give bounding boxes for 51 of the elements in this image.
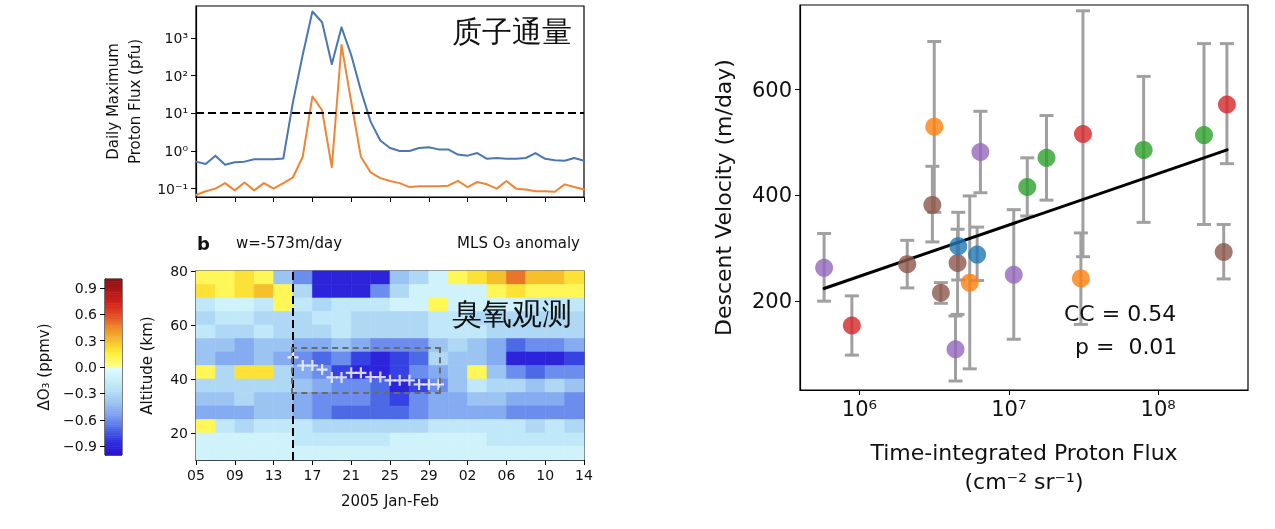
annotation: CC = 0.54 [1064, 300, 1177, 326]
y-tick-label: 10¹ [164, 105, 188, 122]
point [306, 360, 318, 371]
x-tick-label: 02 [458, 467, 477, 483]
x-tick-label: 14 [575, 467, 593, 483]
y-tick-label: 20 [170, 425, 188, 441]
y-tick-label: 10⁰ [164, 142, 189, 159]
y-tick-label: 10² [164, 67, 188, 84]
x-tick-label: 13 [264, 467, 283, 483]
annotation: 臭氧观测 [452, 295, 572, 331]
x-tick-label: 09 [225, 467, 244, 483]
color-bar-label: 0.6 [74, 306, 98, 323]
x-tick-label: 05 [187, 467, 205, 483]
y-tick-label: 60 [170, 317, 188, 333]
y-axis-title: Altitude (km) [138, 316, 156, 415]
y-tick-label: 10⁻¹ [157, 180, 188, 197]
color-bar-label: 0.0 [74, 359, 97, 375]
color-bar-title: ΔO₃ (ppmv) [35, 323, 53, 411]
y-axis-title: Daily Maximum Proton Flux (pfu) [104, 38, 145, 165]
x-axis-title: Time-integrated Proton Flux (cm⁻² sr⁻¹) [869, 440, 1178, 494]
y-tick-label: 10³ [164, 29, 188, 46]
y-axis-title: Descent Velocity (m/day) [711, 59, 736, 336]
text: w=-573m/day [236, 233, 343, 252]
x-tick-label: 29 [419, 467, 438, 483]
x-tick-label: 10⁷ [991, 396, 1027, 421]
y-tick-label: 400 [751, 183, 792, 208]
point [297, 360, 309, 371]
y-tick-label: 80 [170, 263, 188, 279]
color-bar-label: 0.9 [74, 279, 97, 296]
x-tick-label: 25 [381, 467, 399, 483]
line-series [195, 10, 585, 166]
color-bar-label: −0.3 [63, 385, 97, 402]
x-tick-label: 06 [497, 467, 516, 483]
x-tick-label: 17 [303, 467, 322, 483]
point [403, 374, 415, 386]
color-bar-label: 0.3 [74, 332, 97, 349]
point [423, 378, 435, 390]
y-tick-label: 200 [751, 289, 792, 314]
x-axis-title: 2005 Jan-Feb [340, 492, 440, 510]
color-bar-label: −0.6 [63, 411, 98, 428]
x-tick-label: 10 [536, 467, 555, 483]
annotation: p = 0.01 [1075, 333, 1178, 359]
color-bar-label: −0.9 [63, 438, 97, 455]
text: MLS O₃ anomaly [457, 233, 581, 252]
y-tick-label: 40 [170, 371, 188, 387]
x-tick-label: 10⁸ [1140, 396, 1176, 421]
text: b [197, 232, 210, 254]
y-tick-label: 600 [751, 77, 792, 102]
x-tick-label: 10⁶ [841, 396, 877, 421]
annotation: 质子通量 [452, 13, 572, 49]
x-tick-label: 21 [342, 467, 361, 483]
